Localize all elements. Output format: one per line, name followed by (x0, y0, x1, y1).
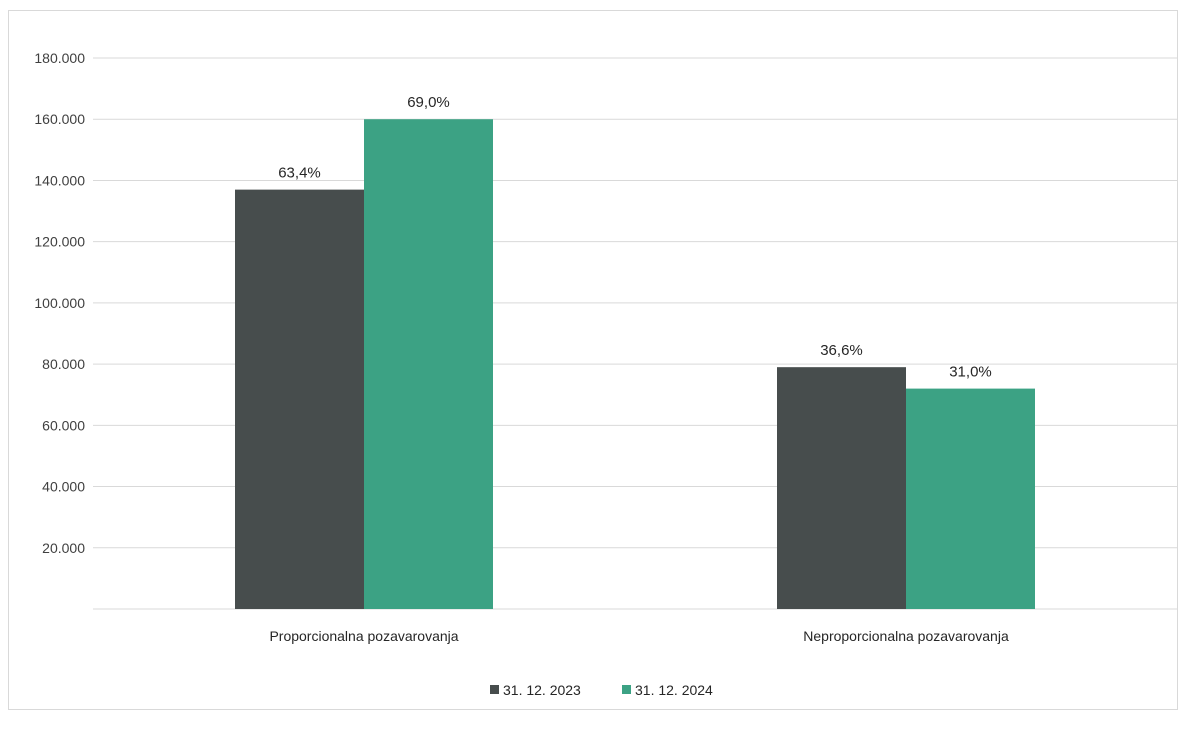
legend-swatch (622, 685, 631, 694)
data-label: 36,6% (820, 342, 863, 359)
y-tick-label: 180.000 (34, 50, 85, 66)
data-label: 69,0% (407, 94, 450, 111)
legend: 31. 12. 2023 31. 12. 2024 (490, 682, 713, 698)
bar (235, 189, 364, 609)
bar (906, 388, 1035, 609)
bar (364, 119, 493, 609)
bars (235, 119, 1035, 609)
bar-chart: 20.000 40.000 60.000 80.000 100.000 120.000 14… (34, 50, 1177, 698)
y-tick-label: 40.000 (42, 479, 85, 495)
y-tick-label: 160.000 (34, 111, 85, 127)
legend-swatch (490, 685, 499, 694)
data-label: 31,0% (949, 364, 992, 381)
y-tick-label: 120.000 (34, 234, 85, 250)
category-labels: Proporcionalna pozavarovanja Neproporcion… (269, 628, 1009, 644)
y-axis-tick-labels: 20.000 40.000 60.000 80.000 100.000 120.000 14… (34, 50, 85, 556)
category-label: Proporcionalna pozavarovanja (269, 628, 458, 644)
data-label: 63,4% (278, 165, 321, 182)
category-label: Neproporcionalna pozavarovanja (803, 628, 1009, 644)
y-tick-label: 60.000 (42, 417, 85, 433)
legend-entry: 31. 12. 2024 (635, 682, 713, 698)
y-tick-label: 80.000 (42, 356, 85, 372)
y-tick-label: 20.000 (42, 540, 85, 556)
chart-frame: 20.000 40.000 60.000 80.000 100.000 120.000 14… (8, 10, 1178, 710)
legend-entry: 31. 12. 2023 (503, 682, 581, 698)
y-tick-label: 100.000 (34, 295, 85, 311)
y-tick-label: 140.000 (34, 172, 85, 188)
bar (777, 367, 906, 609)
data-labels: 63,4% 69,0% 36,6% 31,0% (278, 94, 992, 380)
